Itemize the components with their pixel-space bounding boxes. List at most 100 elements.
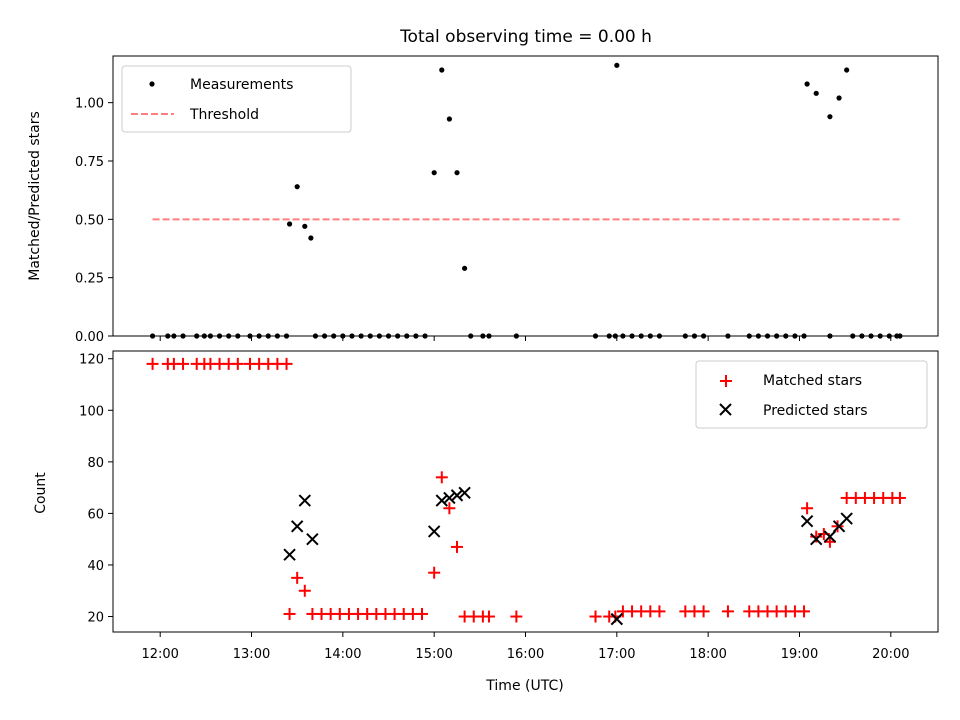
bottom-axis-ytick-label: 20 (87, 611, 104, 626)
measurement-point (836, 95, 842, 101)
legend-threshold-label: Threshold (189, 107, 259, 123)
predicted-star-stroke-b (458, 486, 471, 499)
matched-star-point (231, 357, 244, 370)
bottom-legend-frame (695, 360, 928, 429)
bottom-axis-xtick-label: 14:00 (324, 647, 361, 662)
measurement-point (614, 62, 620, 68)
predicted-star-stroke-b (435, 494, 448, 507)
matched-star-point (801, 502, 814, 515)
bottom-axis-xtick-label: 18:00 (689, 647, 726, 662)
matched-star-point (291, 571, 304, 584)
matched-star-point (482, 610, 495, 623)
top-panel-legend: Measurements Threshold (121, 65, 352, 133)
measurement-point (439, 67, 445, 73)
top-axis-ytick-label: 1.00 (75, 97, 104, 112)
predicted-star-point (458, 486, 471, 499)
top-panel-ylabel: Matched/Predicted stars (27, 111, 43, 281)
matched-star-point (435, 471, 448, 484)
matched-star-point (831, 520, 844, 533)
bottom-axis-xtick-label: 16:00 (507, 647, 544, 662)
predicted-star-point (800, 514, 814, 528)
bottom-axis-xtick-label: 20:00 (872, 647, 909, 662)
bottom-axis-ytick-label: 120 (79, 353, 104, 368)
predicted-star-point (435, 494, 448, 507)
matched-star-point (280, 357, 293, 370)
measurement-point (827, 114, 833, 120)
predicted-star-point (823, 530, 837, 543)
matched-star-point (721, 605, 734, 618)
matched-star-point (177, 357, 190, 370)
predicted-star-point (306, 532, 319, 546)
matched-star-point (589, 610, 602, 623)
top-axis-ytick-label: 0.00 (75, 330, 104, 345)
bottom-axis-ytick-label: 40 (87, 559, 104, 574)
measurement-point (308, 235, 314, 241)
matched-star-point (283, 607, 296, 620)
legend-predicted-label: Predicted stars (763, 403, 868, 419)
legend-predicted-marker (719, 403, 732, 416)
predicted-star-stroke-b (298, 494, 311, 507)
matched-star-point (798, 605, 811, 618)
legend-matched-label: Matched stars (763, 373, 862, 389)
bottom-axis-xtick-label: 15:00 (415, 647, 452, 662)
bottom-panel-xlabel: Time (UTC) (485, 678, 563, 694)
matched-star-point (451, 540, 464, 553)
predicted-star-point (290, 520, 304, 533)
measurement-point (454, 170, 460, 176)
measurement-point (804, 81, 810, 87)
bottom-axis-ytick-label: 100 (79, 404, 104, 419)
legend-measurements-marker (149, 81, 155, 87)
matched-star-point (298, 584, 311, 597)
measurement-point (286, 221, 293, 227)
predicted-star-stroke-b (427, 525, 441, 538)
measurement-point (462, 265, 468, 271)
top-axis-ytick-label: 0.75 (75, 155, 104, 170)
measurement-point (302, 223, 308, 229)
predicted-star-point (283, 548, 296, 561)
matched-star-point (443, 502, 456, 515)
predicted-star-stroke-b (290, 520, 304, 533)
predicted-star-stroke-b (283, 548, 296, 561)
bottom-panel-legend: Matched stars Predicted stars (695, 360, 928, 429)
predicted-star-stroke-b (610, 612, 624, 626)
matched-star-point (697, 605, 710, 618)
predicted-star-stroke-b (450, 489, 464, 502)
matched-star-point (810, 530, 823, 543)
bottom-axis-ytick-label: 80 (87, 456, 104, 471)
top-axis-ytick-label: 0.25 (75, 272, 104, 287)
predicted-star-stroke-b (810, 532, 823, 546)
predicted-star-point (610, 612, 624, 626)
top-panel-title: Total observing time = 0.00 h (399, 27, 652, 47)
predicted-star-point (840, 512, 853, 525)
top-legend-frame (121, 65, 352, 133)
measurement-point (813, 90, 819, 96)
measurement-point (446, 116, 452, 122)
predicted-star-stroke-b (800, 514, 814, 528)
predicted-star-stroke-b (823, 530, 837, 543)
bottom-axis-xtick-label: 19:00 (781, 647, 818, 662)
predicted-star-point (443, 491, 456, 505)
measurement-point (294, 184, 300, 190)
predicted-star-point (810, 532, 823, 546)
predicted-star-point (450, 489, 464, 502)
bottom-panel-ylabel: Count (33, 472, 49, 514)
predicted-star-stroke-b (306, 532, 319, 546)
legend-measurements-label: Measurements (190, 77, 293, 93)
matched-star-point (146, 357, 159, 370)
top-panel-axes: 0.00 0.25 0.50 0.75 1.00 (75, 55, 939, 345)
matched-star-point (653, 605, 666, 618)
predicted-star-stroke-b (443, 491, 456, 505)
matched-star-point (428, 566, 441, 579)
bottom-axis-xtick-label: 17:00 (598, 647, 635, 662)
bottom-panel-axes: 20 40 60 80 100 120 12:00 13:00 14:00 15:00 16:00 1… (79, 350, 939, 662)
predicted-star-point (298, 494, 311, 507)
bottom-panel-marks (146, 357, 906, 626)
measurement-point (844, 67, 850, 73)
bottom-axis-xtick-label: 13:00 (233, 647, 270, 662)
bottom-axis-ytick-label: 60 (87, 507, 104, 522)
predicted-star-point (427, 525, 441, 538)
matched-star-point (893, 491, 906, 504)
matched-star-point (415, 607, 428, 620)
measurement-point (431, 170, 437, 176)
